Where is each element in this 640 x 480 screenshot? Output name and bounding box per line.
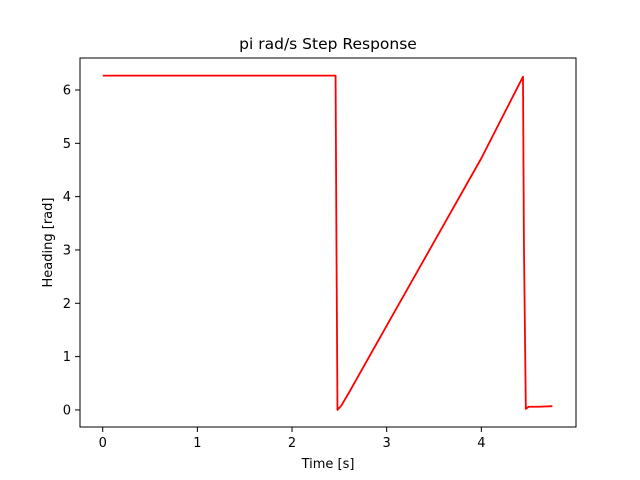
x-axis-title: Time [s] xyxy=(301,457,355,472)
y-tick-label: 1 xyxy=(63,350,71,365)
y-tick-label: 6 xyxy=(63,83,71,98)
y-tick-label: 0 xyxy=(63,403,71,418)
series-group xyxy=(102,74,553,411)
x-tick-label: 2 xyxy=(288,436,296,451)
y-tick-label: 3 xyxy=(63,243,71,258)
y-tick-label: 5 xyxy=(63,137,71,152)
y-axis-title: Heading [rad] xyxy=(41,198,56,288)
plot-area-frame xyxy=(79,57,577,428)
x-tick-label: 4 xyxy=(477,436,485,451)
y-tick-label: 4 xyxy=(63,190,71,205)
y-axis-ticks: 0 1 2 3 4 5 6 xyxy=(63,83,80,418)
series-line xyxy=(102,74,553,411)
chart-title: pi rad/s Step Response xyxy=(239,35,417,53)
y-tick-label: 2 xyxy=(63,297,71,312)
x-axis-ticks: 0 1 2 3 4 xyxy=(99,427,485,451)
x-tick-label: 1 xyxy=(193,436,201,451)
x-tick-label: 0 xyxy=(99,436,107,451)
x-tick-label: 3 xyxy=(383,436,391,451)
